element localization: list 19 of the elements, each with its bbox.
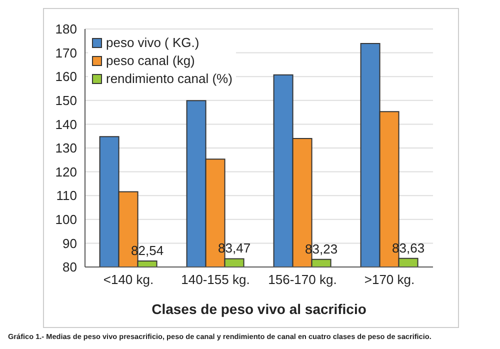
y-tick-label: 80 (62, 260, 77, 275)
y-tick-label: 100 (55, 212, 77, 228)
legend-label: rendimiento canal (%) (106, 70, 232, 88)
legend-label: peso canal (kg) (106, 52, 195, 70)
y-tick-label: 160 (55, 69, 77, 84)
y-tick-label: 140 (55, 116, 77, 132)
y-tick-label: 110 (56, 188, 77, 204)
x-tick-label: 140-155 kg. (181, 272, 250, 288)
x-axis-title: Clases de peso vivo al sacrificio (152, 301, 366, 317)
x-tick-label: 156-170 kg. (268, 272, 337, 288)
legend-label: peso vivo ( KG.) (106, 34, 200, 52)
y-tick-label: 90 (62, 236, 77, 251)
y-tick-label: 130 (55, 140, 77, 156)
y-tick-label: 170 (55, 45, 77, 60)
x-tick-label: >170 kg. (364, 272, 415, 288)
y-tick-label: 150 (55, 93, 77, 108)
x-tick-label: <140 kg. (103, 272, 154, 288)
y-tick-label: 180 (55, 22, 77, 37)
y-tick-label: 120 (55, 164, 77, 180)
